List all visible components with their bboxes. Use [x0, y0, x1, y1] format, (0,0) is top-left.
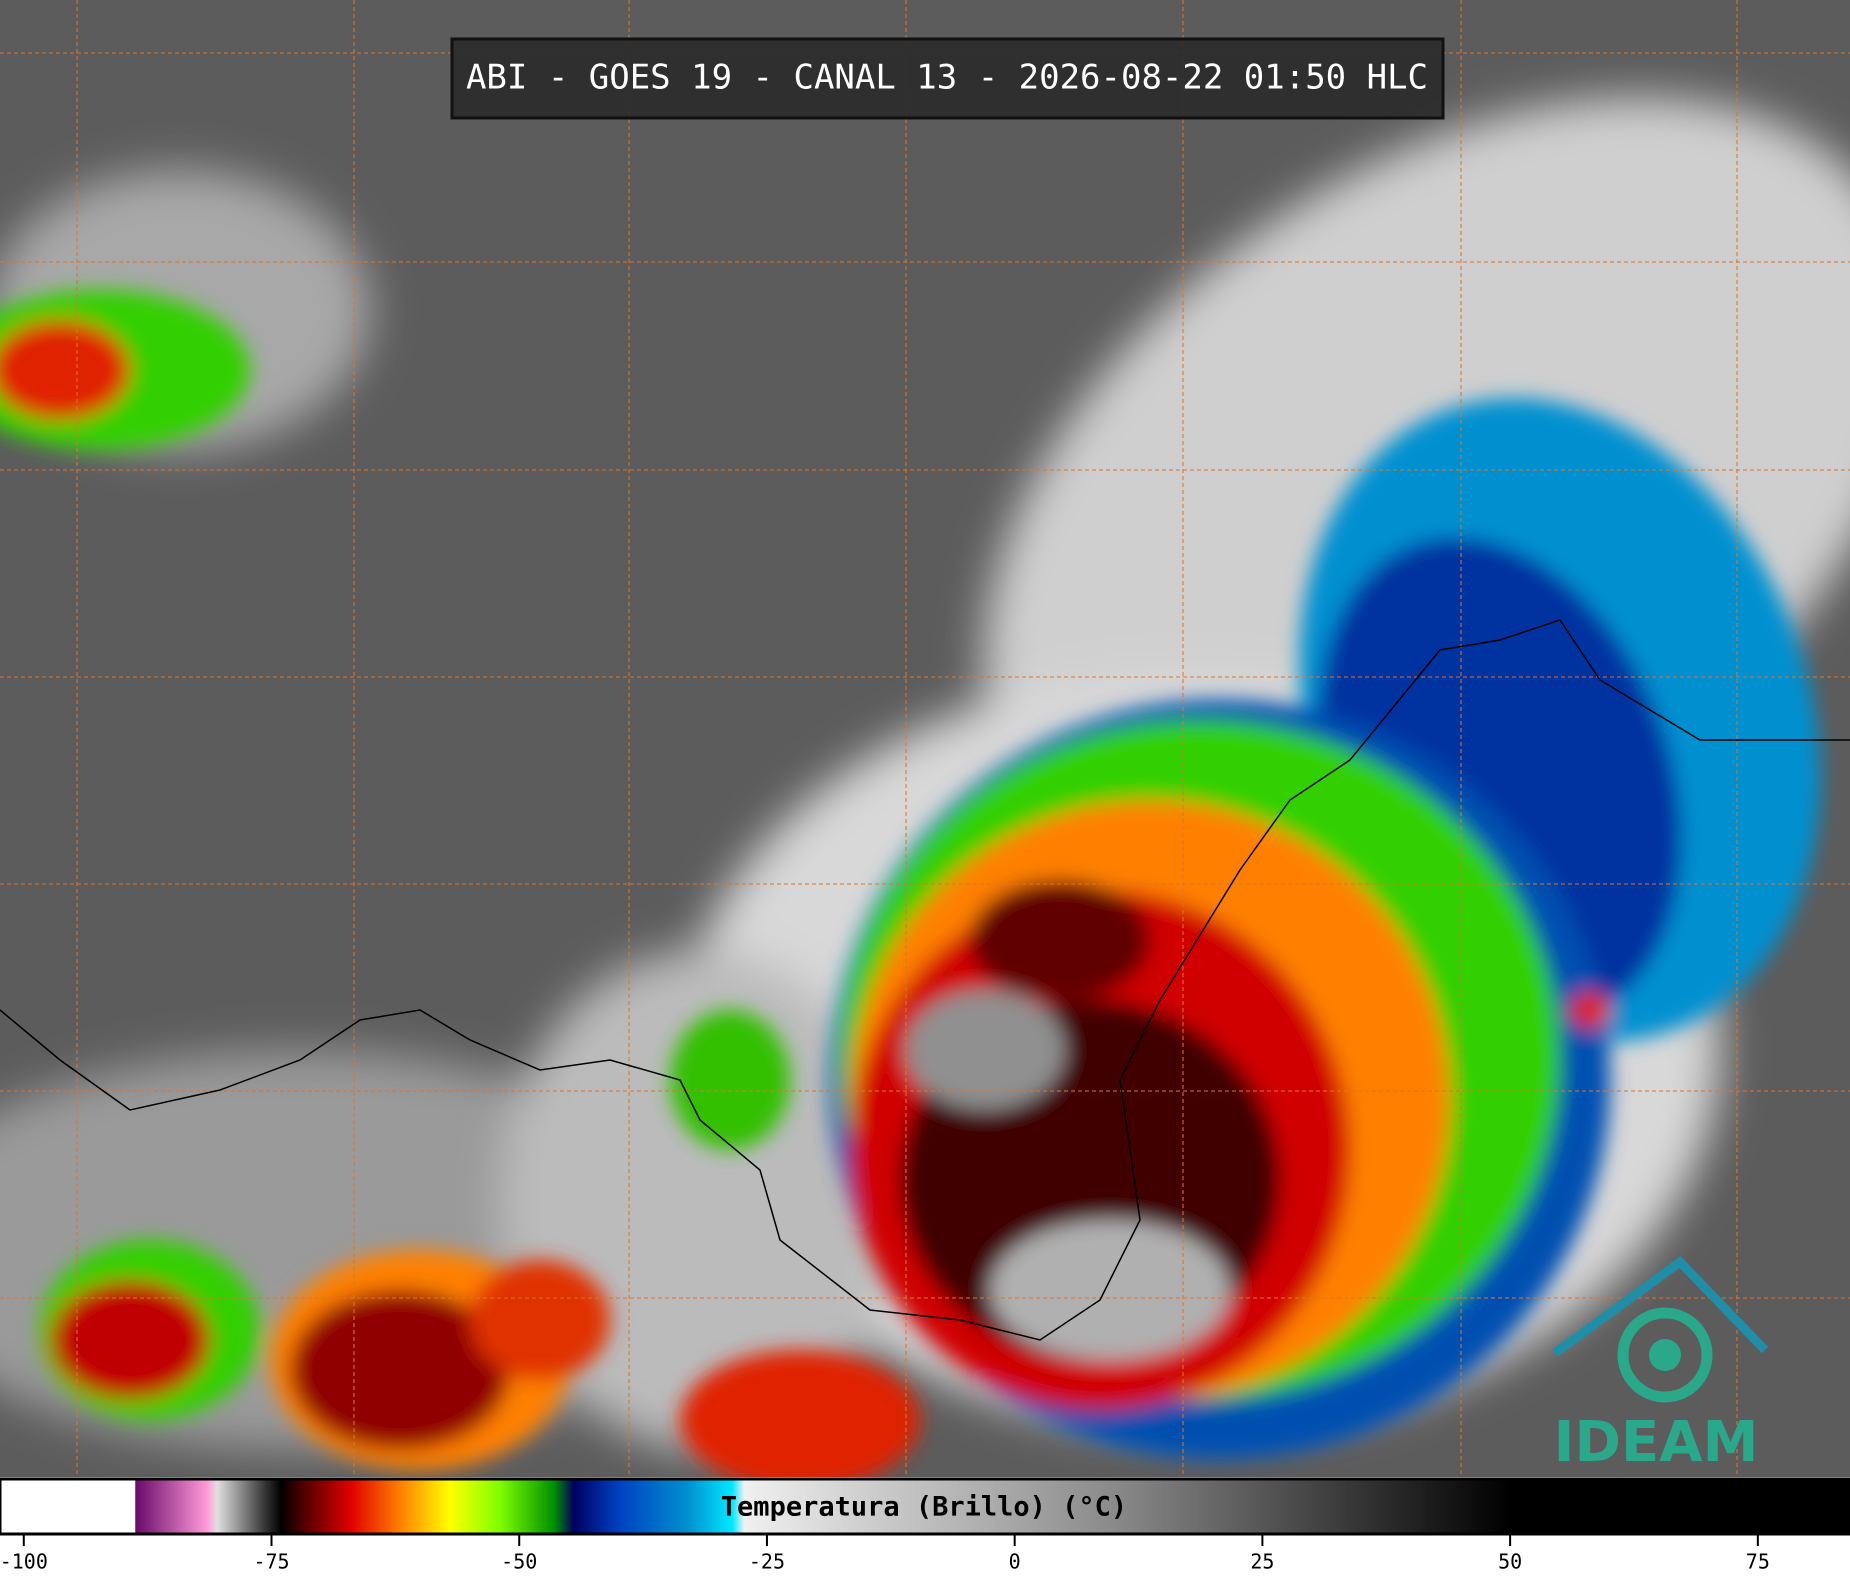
logo-text: IDEAM	[1554, 1410, 1759, 1475]
tick-label: -100	[0, 1550, 48, 1574]
tick-label: -25	[749, 1550, 785, 1574]
tick-label: 25	[1250, 1550, 1274, 1574]
grid-lines	[0, 0, 1850, 1477]
tick-label: -50	[501, 1550, 537, 1574]
logo: IDEAM	[1552, 1256, 1769, 1475]
title-box: ABI - GOES 19 - CANAL 13 - 2026-08-22 01…	[450, 37, 1445, 120]
title: ABI - GOES 19 - CANAL 13 - 2026-08-22 01…	[466, 58, 1428, 98]
coastline	[0, 619, 1850, 1341]
tick-label: 50	[1498, 1550, 1522, 1574]
tick-label: -75	[253, 1550, 289, 1574]
satellite-image	[0, 0, 1850, 1490]
tick-label: 0	[1009, 1550, 1021, 1574]
colorbar-label: Temperatura (Brillo) (°C)	[721, 1492, 1127, 1523]
tick-label: 75	[1746, 1550, 1770, 1574]
colorbar: Temperatura (Brillo) (°C) -100 -75 -50 -25 0…	[0, 1477, 1850, 1577]
